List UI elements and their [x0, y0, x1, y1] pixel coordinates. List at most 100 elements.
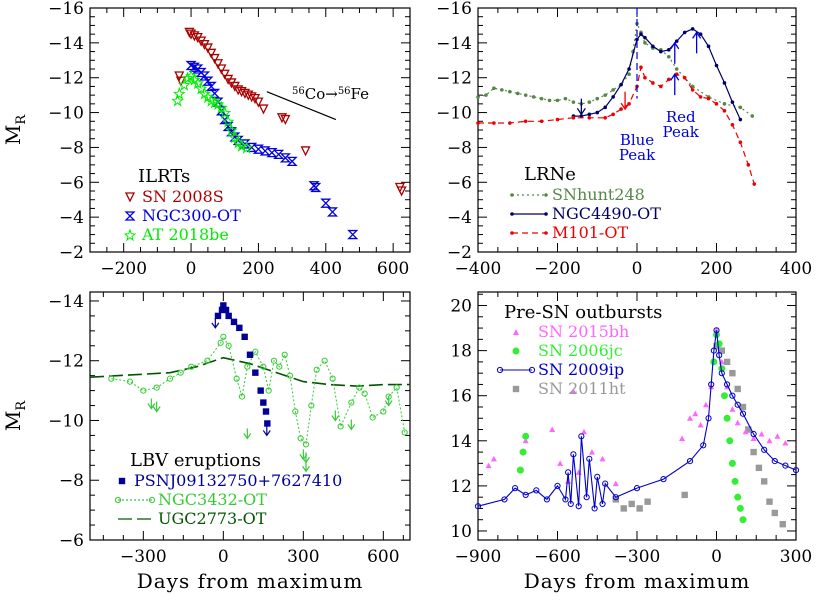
data-point: [236, 87, 247, 98]
legend-marker: [512, 385, 520, 393]
data-point: [698, 32, 703, 36]
legend-marker: [510, 231, 514, 235]
data-point: [578, 433, 585, 440]
x-tick-label: 300: [780, 547, 812, 567]
data-point: [347, 229, 359, 240]
data-point: [492, 121, 496, 125]
legend-entry: AT 2018be: [141, 225, 229, 244]
data-point: [204, 357, 211, 364]
data-point: [745, 426, 752, 433]
data-point: [516, 466, 524, 474]
data-point: [729, 406, 736, 412]
data-point: [734, 493, 742, 501]
plot-frame: [477, 291, 797, 541]
y-tick-label: −12: [436, 69, 472, 89]
legend-entry: SN 2008S: [142, 187, 224, 206]
data-point: [240, 140, 253, 154]
legend-marker: [544, 193, 548, 197]
x-axis-label: Days from maximum: [524, 569, 751, 593]
data-point: [220, 333, 227, 340]
legend-marker: [512, 347, 520, 355]
data-point: [715, 340, 723, 348]
legend-marker: [114, 496, 122, 504]
legend-entry: SN 2009ip: [538, 360, 624, 379]
data-point: [660, 476, 667, 483]
data-point: [563, 96, 568, 101]
data-point: [126, 378, 134, 385]
data-point: [686, 457, 694, 465]
data-point: [674, 39, 679, 43]
data-point: [236, 324, 243, 332]
x-tick-label: 200: [242, 259, 274, 279]
data-point: [734, 419, 741, 426]
data-point: [687, 415, 693, 421]
x-tick-label: 0: [186, 259, 197, 279]
data-point: [329, 375, 336, 382]
legend-entry: SNhunt248: [552, 185, 645, 204]
data-point: [761, 446, 768, 453]
data-point: [302, 441, 310, 448]
data-point: [651, 81, 655, 85]
y-tick-label: 10: [450, 522, 472, 542]
data-point: [252, 144, 264, 154]
data-point: [700, 442, 707, 449]
data-point: [543, 496, 551, 503]
legend-entry: NGC300-OT: [142, 206, 241, 225]
x-tick-label: 0: [632, 259, 643, 279]
data-point: [651, 44, 655, 49]
data-point: [393, 384, 400, 391]
data-point: [539, 119, 544, 124]
y-tick-label: −2: [447, 243, 472, 263]
data-point: [225, 342, 232, 349]
data-point: [212, 59, 224, 70]
data-point: [279, 153, 291, 163]
data-point: [476, 95, 480, 99]
data-point: [515, 91, 520, 96]
data-point: [320, 198, 332, 208]
y-axis-label: MR: [1, 400, 29, 431]
data-point: [266, 148, 278, 158]
x-tick-label: −200: [100, 259, 147, 279]
y-tick-label: −6: [59, 173, 84, 193]
data-point: [215, 106, 227, 116]
data-point: [310, 182, 322, 193]
red-peak-label: Red: [666, 108, 696, 126]
data-point: [643, 41, 647, 45]
data-point: [718, 370, 725, 377]
data-point: [238, 393, 246, 400]
data-point: [281, 351, 288, 358]
panel-pre-sn-outbursts: −900 −600 −300 0 300 20 18 16 14 12 10 Days from ma…: [450, 291, 812, 593]
legend-marker: [148, 496, 156, 504]
legend-marker: [510, 212, 514, 216]
data-point: [264, 420, 271, 427]
data-point: [286, 156, 298, 167]
data-point: [739, 403, 747, 411]
data-point: [492, 86, 496, 90]
red-peak-arrow-head: [692, 31, 702, 39]
data-point: [771, 457, 778, 465]
data-point: [292, 408, 299, 415]
series-line: [477, 21, 753, 117]
data-point: [718, 365, 726, 373]
data-point: [697, 422, 704, 428]
legend-entry: SN 2011ht: [538, 379, 626, 398]
data-point: [627, 67, 631, 71]
data-point: [602, 480, 609, 487]
y-tick-label: −8: [59, 138, 84, 158]
data-point: [212, 97, 224, 107]
data-point: [581, 428, 587, 435]
data-point: [674, 67, 679, 71]
data-point: [215, 100, 228, 114]
data-point: [575, 469, 582, 475]
data-point: [603, 93, 607, 97]
data-point: [219, 114, 231, 125]
data-point: [570, 451, 577, 458]
data-point: [260, 399, 267, 406]
data-point: [643, 35, 647, 40]
data-point: [586, 455, 593, 462]
data-point: [659, 49, 663, 54]
data-point: [202, 76, 214, 86]
blue-peak-label: Peak: [619, 146, 656, 164]
data-point: [565, 469, 572, 476]
data-point: [595, 110, 600, 115]
